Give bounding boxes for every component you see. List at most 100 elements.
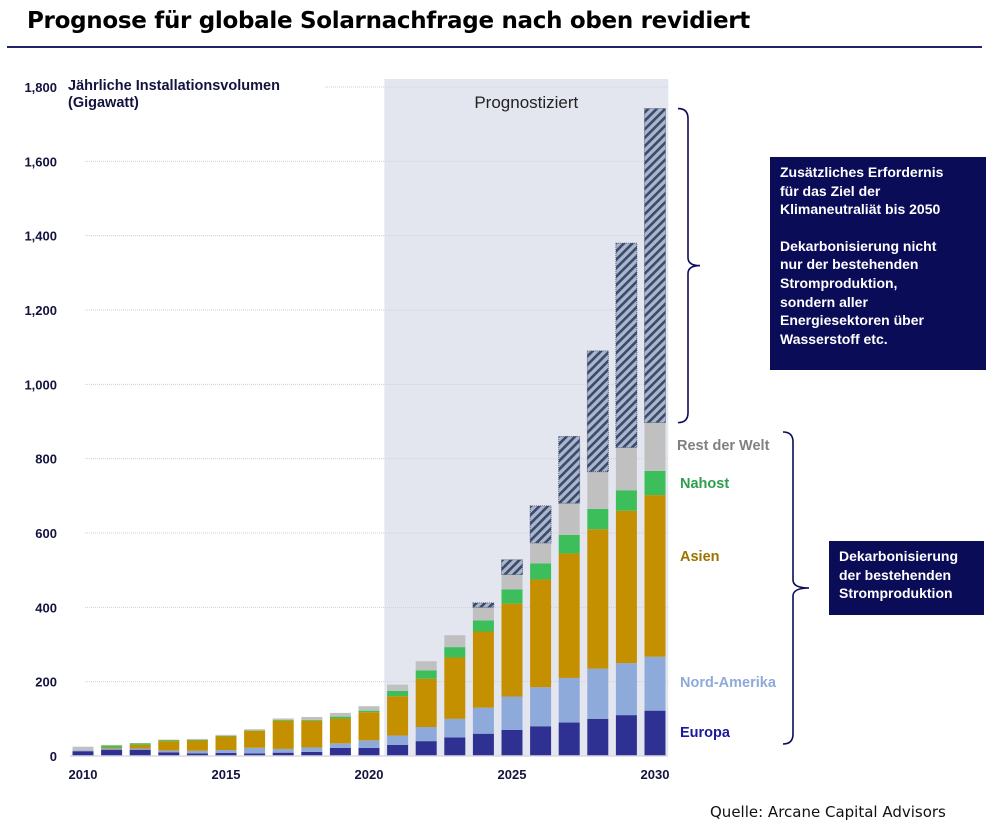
bar-segment-nord-amerika [244,747,266,754]
bar-segment-zusaetzlich [615,242,638,448]
bar-segment-nord-amerika [387,735,409,745]
bar-segment-europa [444,737,466,756]
bar-segment-europa [387,744,409,756]
bar-segment-rest [358,706,380,711]
forecast-region-label: Prognostiziert [474,93,578,112]
bar-segment-nord-amerika [415,727,437,742]
legend-label-asien: Asien [680,549,720,565]
bar-segment-nord-amerika [615,663,637,716]
bar-segment-rest [72,746,94,751]
bar-segment-rest [272,718,294,720]
bar-stack-2022 [415,661,437,756]
bar-segment-asien [644,495,666,657]
bar-segment-rest [615,447,637,491]
bar-segment-rest [558,503,580,535]
bar-segment-europa [587,718,609,756]
bar-stack-2016 [244,729,266,756]
bar-segment-nord-amerika [301,747,323,752]
bar-segment-nahost [472,620,494,632]
bar-segment-rest [644,422,666,471]
bar-segment-nahost [244,730,266,731]
legend-label-rest-der-welt: Rest der Welt [677,438,770,454]
bar-segment-rest [444,635,466,648]
bar-segment-rest [530,543,552,564]
bar-segment-asien [387,696,409,736]
legend-label-nord-amerika: Nord-Amerika [680,675,776,691]
bar-segment-nord-amerika [186,750,208,754]
callout-heading: Zusätzliches Erfordernis für das Ziel de… [780,164,944,218]
bar-segment-europa [472,733,494,756]
bar-segment-zusaetzlich [501,559,523,576]
bar-segment-asien [301,720,323,748]
y-tick-label: 1,600 [24,154,57,169]
bar-segment-europa [215,753,237,756]
bar-segment-asien [101,747,123,749]
bar-segment-nord-amerika [158,750,180,753]
callout-existing-decarbonization: Dekarbonisierung der bestehenden Strompr… [829,541,984,615]
bar-segment-asien [158,741,180,751]
bar-segment-rest [387,684,409,691]
bar-segment-rest [186,738,208,741]
bar-segment-europa [186,753,208,756]
bar-segment-asien [587,529,609,669]
bar-segment-rest [329,712,351,717]
bracket-additional [677,107,701,424]
y-tick-label: 0 [50,749,57,764]
bar-segment-rest [101,744,123,746]
bar-segment-rest [472,607,494,621]
bar-segment-asien [615,510,637,664]
bar-stack-2024 [472,602,495,756]
bar-segment-asien [186,740,208,751]
bar-stack-2020 [358,706,380,756]
bar-segment-europa [501,729,523,756]
bar-segment-asien [358,712,380,741]
bracket-existing [782,431,810,745]
bar-segment-nord-amerika [472,707,494,734]
y-tick-label: 1,000 [24,377,57,392]
bar-stack-2028 [586,350,609,756]
bar-segment-europa [272,752,294,756]
bar-segment-rest [587,471,609,509]
bar-segment-asien [415,678,437,728]
bar-segment-europa [72,751,94,756]
x-tick-label: 2010 [69,767,98,782]
bar-segment-nord-amerika [530,687,552,727]
legend-label-nahost: Nahost [680,476,730,492]
bar-segment-asien [272,720,294,749]
bar-segment-nahost [129,743,151,745]
bar-stack-2025 [501,559,523,756]
y-tick-label: 600 [35,526,57,541]
bar-segment-europa [244,753,266,756]
bar-segment-europa [558,722,580,756]
bar-stack-2017 [272,718,294,756]
bar-segment-nord-amerika [101,748,123,750]
bar-segment-nord-amerika [644,656,666,711]
bar-stack-2030 [644,108,666,756]
bar-stack-2010 [72,746,94,756]
bar-segment-nord-amerika [129,748,151,750]
bar-segment-rest [129,742,151,744]
bar-segment-zusaetzlich [558,435,581,504]
callout-body: Dekarbonisierung nicht nur der bestehend… [780,237,937,347]
bar-segment-europa [301,751,323,756]
bar-segment-nahost [272,719,294,721]
bar-segment-nahost [329,716,351,719]
bar-segment-europa [415,741,437,756]
bar-stack-2021 [387,684,409,756]
bar-segment-nahost [501,589,523,604]
bar-stack-2013 [158,739,180,756]
bar-segment-nord-amerika [72,750,94,752]
bar-segment-rest [501,574,523,590]
bar-stack-2012 [129,742,151,756]
y-tick-label: 800 [35,452,57,467]
bar-segment-nahost [101,745,123,748]
chart-title: Prognose für globale Solarnachfrage nach… [27,8,751,34]
legend-label-europa: Europa [680,725,730,741]
x-tick-label: 2030 [641,767,670,782]
bar-segment-nahost [415,670,437,679]
bar-segment-asien [129,744,151,749]
bar-segment-zusaetzlich [586,350,609,473]
bar-segment-europa [329,747,351,756]
bar-segment-nahost [587,508,609,530]
